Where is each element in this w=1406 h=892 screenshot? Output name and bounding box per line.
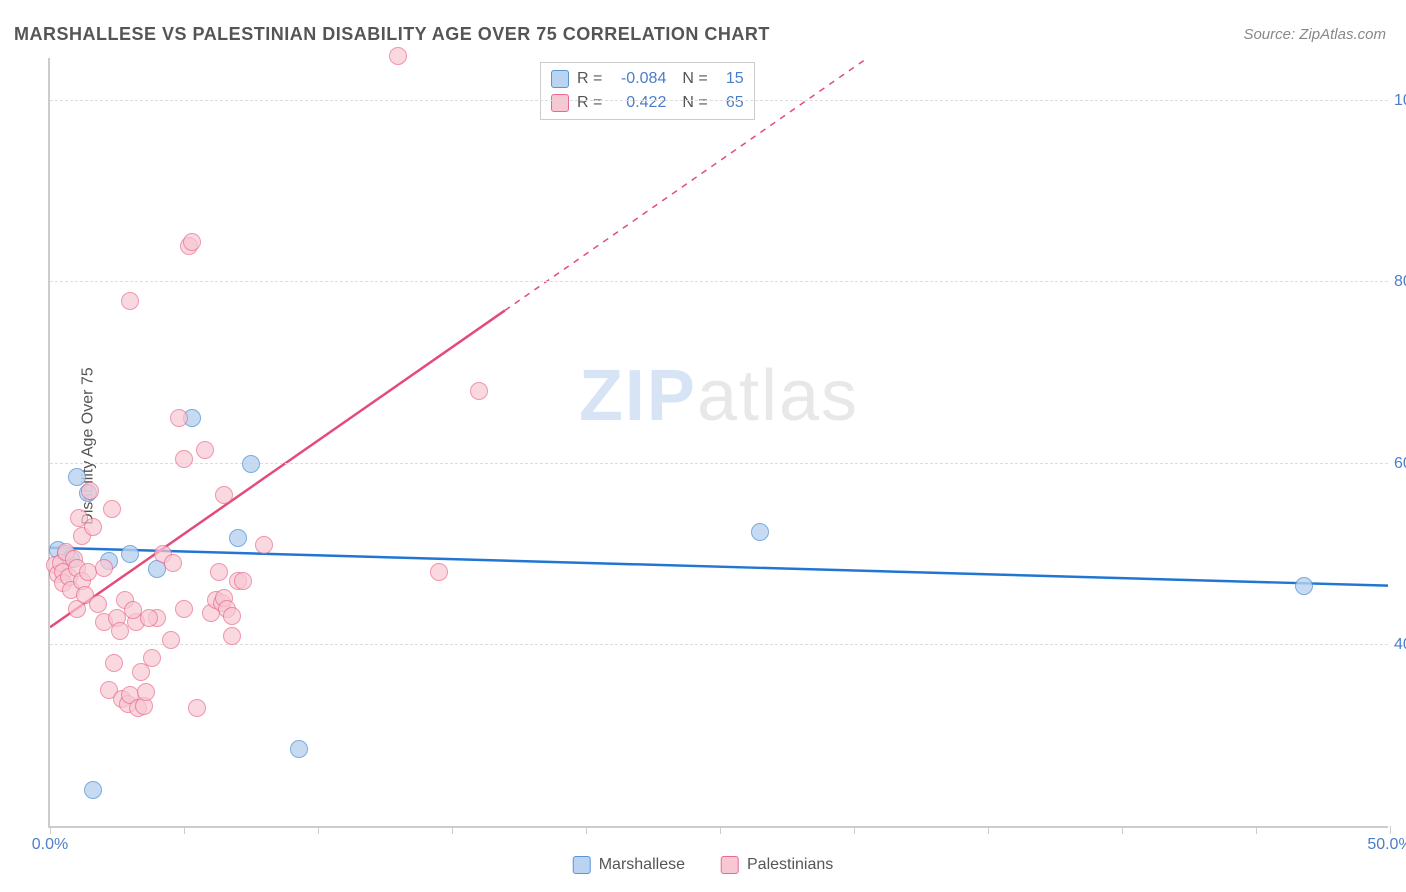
scatter-point — [164, 554, 182, 572]
scatter-point — [470, 382, 488, 400]
scatter-point — [430, 563, 448, 581]
legend-swatch — [573, 856, 591, 874]
stat-R-label: R = — [577, 67, 602, 91]
scatter-point — [188, 699, 206, 717]
legend: Marshallese Palestinians — [573, 856, 834, 874]
scatter-point — [84, 518, 102, 536]
x-tick — [50, 826, 51, 834]
stats-row: R = 0.422 N = 65 — [551, 91, 744, 115]
scatter-point — [183, 233, 201, 251]
scatter-chart: ZIPatlas R =-0.084N =15R =0.422N =65 40.… — [48, 58, 1388, 828]
scatter-point — [162, 631, 180, 649]
scatter-point — [210, 563, 228, 581]
x-tick — [184, 826, 185, 834]
legend-label: Marshallese — [599, 856, 685, 874]
y-tick-label: 60.0% — [1394, 455, 1406, 473]
x-tick — [318, 826, 319, 834]
stat-R-label: R = — [577, 91, 602, 115]
scatter-point — [103, 500, 121, 518]
x-tick — [1256, 826, 1257, 834]
stats-row: R = -0.084 N = 15 — [551, 67, 744, 91]
scatter-point — [170, 409, 188, 427]
watermark-part1: ZIP — [579, 356, 697, 436]
grid-line-horizontal — [50, 100, 1388, 101]
scatter-point — [255, 536, 273, 554]
scatter-point — [121, 545, 139, 563]
scatter-point — [84, 781, 102, 799]
grid-line-horizontal — [50, 644, 1388, 645]
scatter-point — [175, 600, 193, 618]
legend-swatch — [551, 70, 569, 88]
stat-N-label: N = — [682, 91, 707, 115]
scatter-point — [389, 47, 407, 65]
grid-line-horizontal — [50, 281, 1388, 282]
y-tick-label: 40.0% — [1394, 636, 1406, 654]
scatter-point — [95, 559, 113, 577]
scatter-point — [111, 622, 129, 640]
scatter-point — [223, 607, 241, 625]
scatter-point — [89, 595, 107, 613]
stat-N-value: 65 — [716, 91, 744, 115]
scatter-point — [290, 740, 308, 758]
scatter-point — [1295, 577, 1313, 595]
stat-R-value: 0.422 — [610, 91, 666, 115]
x-tick — [586, 826, 587, 834]
x-tick — [988, 826, 989, 834]
stat-N-value: 15 — [716, 67, 744, 91]
scatter-point — [751, 523, 769, 541]
x-tick — [1390, 826, 1391, 834]
scatter-point — [137, 683, 155, 701]
x-tick — [452, 826, 453, 834]
stats-box: R = -0.084 N = 15 R = 0.422 N = 65 — [540, 62, 755, 120]
scatter-point — [196, 441, 214, 459]
scatter-point — [121, 292, 139, 310]
scatter-point — [105, 654, 123, 672]
stat-N-label: N = — [682, 67, 707, 91]
x-tick-label: 50.0% — [1367, 836, 1406, 854]
legend-swatch — [721, 856, 739, 874]
scatter-point — [223, 627, 241, 645]
scatter-point — [143, 649, 161, 667]
source-attribution: Source: ZipAtlas.com — [1243, 26, 1386, 43]
scatter-point — [229, 529, 247, 547]
x-tick — [720, 826, 721, 834]
scatter-point — [140, 609, 158, 627]
legend-item: Marshallese — [573, 856, 685, 874]
stat-R-value: -0.084 — [610, 67, 666, 91]
legend-item: Palestinians — [721, 856, 833, 874]
chart-title: MARSHALLESE VS PALESTINIAN DISABILITY AG… — [14, 24, 770, 45]
legend-swatch — [551, 94, 569, 112]
scatter-point — [234, 572, 252, 590]
scatter-point — [175, 450, 193, 468]
x-tick — [1122, 826, 1123, 834]
y-tick-label: 100.0% — [1394, 92, 1406, 110]
x-tick — [854, 826, 855, 834]
scatter-point — [215, 486, 233, 504]
legend-label: Palestinians — [747, 856, 833, 874]
scatter-point — [242, 455, 260, 473]
x-tick-label: 0.0% — [32, 836, 68, 854]
y-tick-label: 80.0% — [1394, 273, 1406, 291]
scatter-point — [81, 482, 99, 500]
watermark-part2: atlas — [697, 356, 859, 436]
trend-lines — [50, 58, 1388, 826]
watermark: ZIPatlas — [579, 355, 859, 437]
